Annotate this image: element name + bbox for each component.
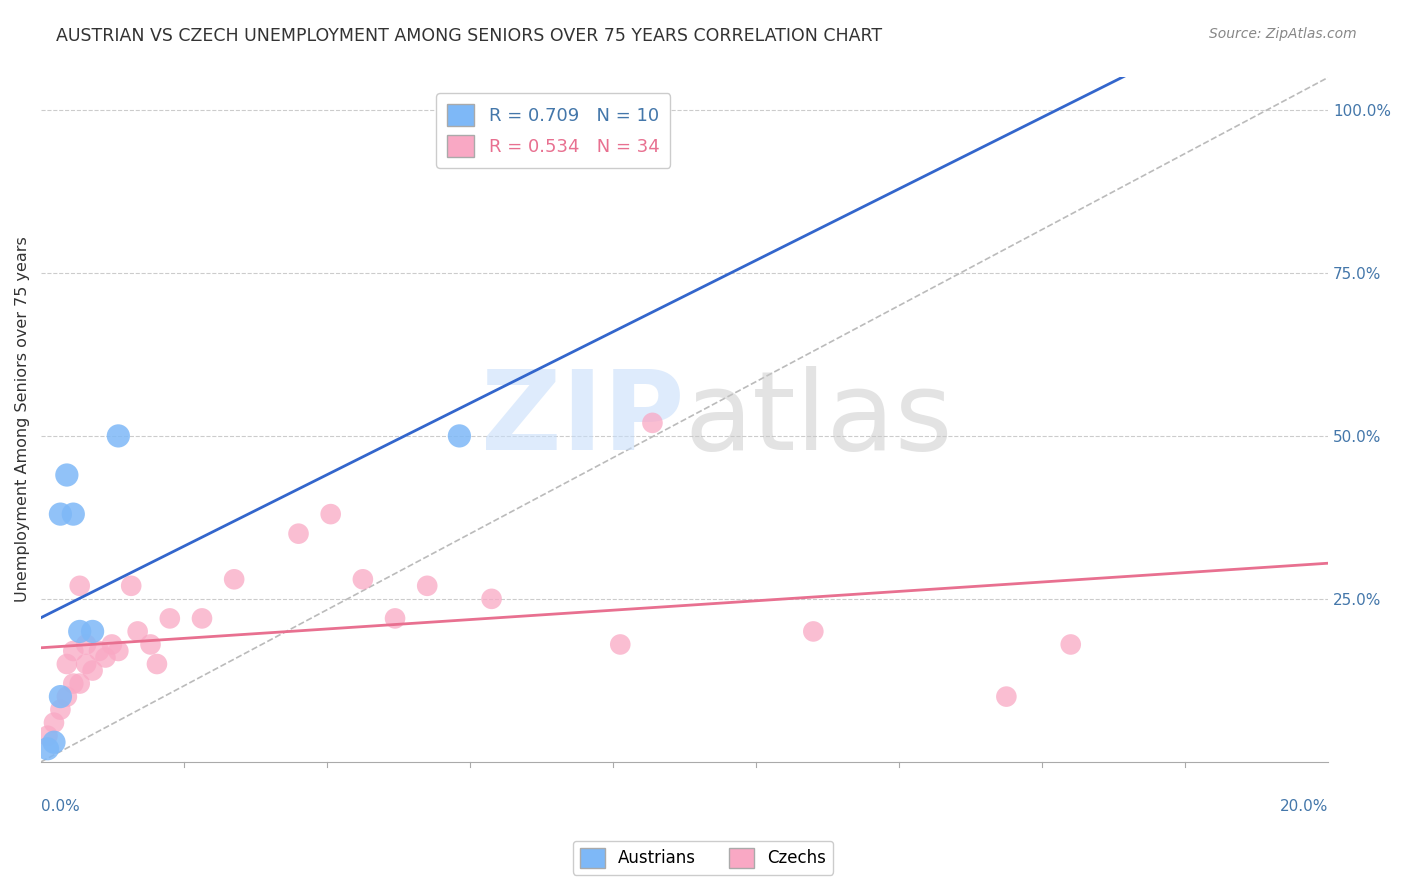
Point <box>49 703 72 717</box>
Point <box>101 637 124 651</box>
Point <box>127 624 149 639</box>
Point <box>56 468 79 483</box>
Legend: R = 0.709   N = 10, R = 0.534   N = 34: R = 0.709 N = 10, R = 0.534 N = 34 <box>436 94 671 168</box>
Point <box>352 572 374 586</box>
Point <box>69 579 91 593</box>
Point <box>42 735 65 749</box>
Text: ZIP: ZIP <box>481 366 685 473</box>
Point <box>87 644 110 658</box>
Point <box>191 611 214 625</box>
Point <box>107 429 129 443</box>
Point <box>287 526 309 541</box>
Point <box>384 611 406 625</box>
Point <box>62 644 84 658</box>
Point <box>82 664 104 678</box>
Point <box>49 690 72 704</box>
Point <box>120 579 142 593</box>
Point <box>449 429 471 443</box>
Point <box>69 624 91 639</box>
Point <box>56 657 79 671</box>
Point <box>75 637 97 651</box>
Legend: Austrians, Czechs: Austrians, Czechs <box>572 841 834 875</box>
Text: AUSTRIAN VS CZECH UNEMPLOYMENT AMONG SENIORS OVER 75 YEARS CORRELATION CHART: AUSTRIAN VS CZECH UNEMPLOYMENT AMONG SEN… <box>56 27 883 45</box>
Point <box>107 644 129 658</box>
Text: Source: ZipAtlas.com: Source: ZipAtlas.com <box>1209 27 1357 41</box>
Point <box>609 637 631 651</box>
Point <box>224 572 246 586</box>
Point <box>94 650 117 665</box>
Point <box>1060 637 1083 651</box>
Point <box>56 690 79 704</box>
Point <box>319 507 342 521</box>
Point <box>139 637 162 651</box>
Point <box>62 507 84 521</box>
Point <box>146 657 169 671</box>
Point <box>159 611 181 625</box>
Point <box>801 624 824 639</box>
Point <box>641 416 664 430</box>
Point <box>42 715 65 730</box>
Point <box>62 676 84 690</box>
Point <box>481 591 503 606</box>
Point <box>49 507 72 521</box>
Point <box>995 690 1018 704</box>
Point <box>75 657 97 671</box>
Point <box>69 676 91 690</box>
Point <box>37 729 59 743</box>
Point <box>37 741 59 756</box>
Text: 20.0%: 20.0% <box>1279 799 1329 814</box>
Point <box>82 624 104 639</box>
Text: 0.0%: 0.0% <box>41 799 80 814</box>
Point <box>416 579 439 593</box>
Y-axis label: Unemployment Among Seniors over 75 years: Unemployment Among Seniors over 75 years <box>15 236 30 602</box>
Text: atlas: atlas <box>685 366 953 473</box>
